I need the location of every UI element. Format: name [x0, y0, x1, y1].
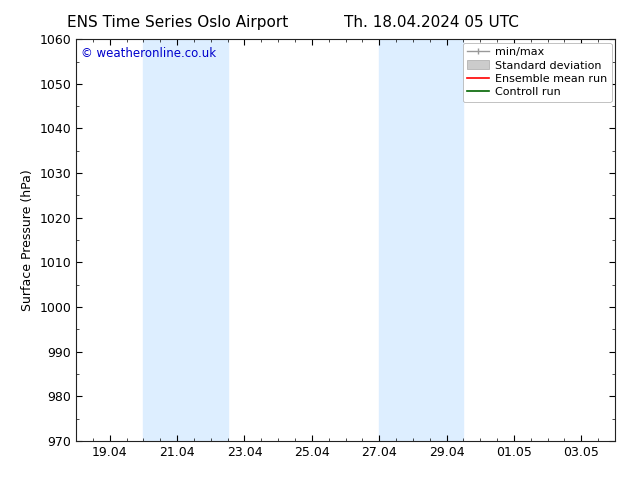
- Legend: min/max, Standard deviation, Ensemble mean run, Controll run: min/max, Standard deviation, Ensemble me…: [463, 43, 612, 102]
- Y-axis label: Surface Pressure (hPa): Surface Pressure (hPa): [21, 169, 34, 311]
- Text: © weatheronline.co.uk: © weatheronline.co.uk: [81, 47, 217, 60]
- Text: ENS Time Series Oslo Airport: ENS Time Series Oslo Airport: [67, 15, 288, 30]
- Text: Th. 18.04.2024 05 UTC: Th. 18.04.2024 05 UTC: [344, 15, 519, 30]
- Bar: [379, 39, 463, 441]
- Bar: [143, 39, 228, 441]
